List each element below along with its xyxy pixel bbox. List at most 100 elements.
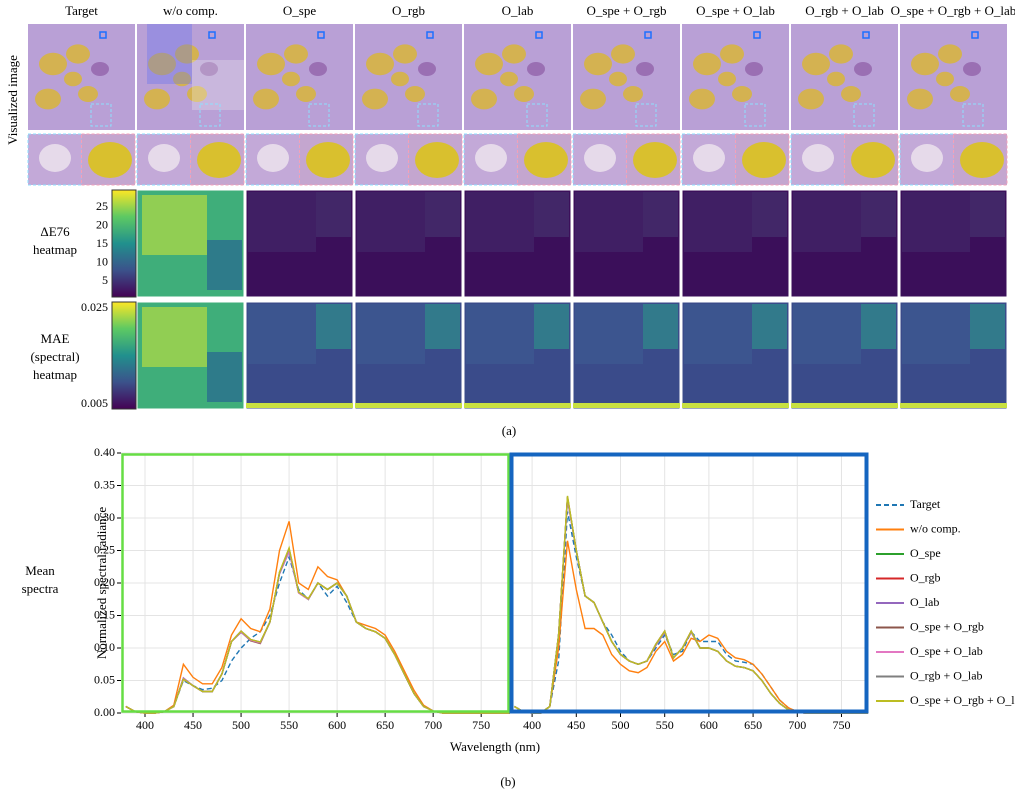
inset-box: [199, 103, 221, 127]
heatmap-edge: [573, 403, 680, 408]
image-artifact: [192, 60, 244, 110]
image-flower: [366, 52, 394, 76]
legend-label: O_spe: [910, 546, 941, 560]
image-flower: [936, 71, 954, 87]
row-label: Visualized image: [5, 55, 20, 145]
x-tick-label: 550: [656, 718, 674, 732]
x-tick-label: 450: [567, 718, 585, 732]
heatmap-edge: [791, 403, 898, 408]
legend-label: w/o comp.: [910, 521, 961, 535]
heatmap-region: [316, 304, 351, 349]
image-flower: [798, 88, 824, 110]
x-tick-label: 450: [184, 718, 202, 732]
image-flower: [39, 52, 67, 76]
zoom-blob: [742, 142, 786, 178]
image-flower: [200, 62, 218, 76]
zoom-blob: [911, 144, 943, 172]
heatmap-region: [466, 304, 534, 364]
image-flower: [91, 62, 109, 76]
image-flower: [282, 71, 300, 87]
heatmap-region: [575, 192, 643, 252]
inset-box: [853, 103, 875, 127]
y-tick-label: 0.05: [94, 672, 115, 686]
colorbar: [111, 189, 137, 298]
image-flower: [963, 62, 981, 76]
image-flower: [689, 88, 715, 110]
image-flower: [611, 44, 635, 64]
x-tick-label: 650: [744, 718, 762, 732]
colorbar-tick: 25: [96, 199, 108, 213]
column-header: O_rgb: [392, 3, 425, 18]
image-flower: [609, 71, 627, 87]
heatmap-region: [248, 192, 316, 252]
colorbar-tick: 10: [96, 254, 108, 268]
inset-box: [862, 31, 870, 39]
image-flower: [745, 62, 763, 76]
zoom-blob: [148, 144, 180, 172]
inset-box: [308, 103, 330, 127]
heatmap-edge: [355, 403, 462, 408]
inset-box: [744, 103, 766, 127]
image-flower: [732, 86, 752, 102]
y-axis-label: Normalized spectral radiance: [94, 507, 109, 660]
row-label: MAE: [41, 331, 70, 346]
y-tick-label: 0.35: [94, 477, 115, 491]
image-flower: [78, 86, 98, 102]
x-tick-label: 600: [328, 718, 346, 732]
image-flower: [66, 44, 90, 64]
image-flower: [827, 71, 845, 87]
x-tick-label: 550: [280, 718, 298, 732]
image-flower: [636, 62, 654, 76]
x-axis-label: Wavelength (nm): [450, 739, 540, 754]
legend-label: Target: [910, 497, 941, 511]
heatmap-edge: [900, 403, 1007, 408]
image-flower: [35, 88, 61, 110]
row-label: Mean: [25, 563, 55, 578]
heatmap-region: [684, 192, 752, 252]
inset-box: [90, 103, 112, 127]
heatmap-region: [357, 192, 425, 252]
legend-label: O_spe + O_lab: [910, 644, 983, 658]
image-flower: [938, 44, 962, 64]
image-flower: [502, 44, 526, 64]
heatmap-region: [643, 192, 678, 237]
heatmap-edge: [682, 403, 789, 408]
image-flower: [854, 62, 872, 76]
image-flower: [362, 88, 388, 110]
image-flower: [623, 86, 643, 102]
row-label: heatmap: [33, 367, 77, 382]
image-flower: [144, 88, 170, 110]
inset-box: [417, 103, 439, 127]
row-label: ΔE76: [40, 224, 70, 239]
heatmap-region: [861, 192, 896, 237]
zoom-blob: [415, 142, 459, 178]
colorbar: [111, 301, 137, 410]
zoom-blob: [802, 144, 834, 172]
image-flower: [173, 71, 191, 87]
legend-label: O_rgb: [910, 570, 940, 584]
heatmap-region: [534, 192, 569, 237]
heatmap-region: [425, 192, 460, 237]
image-flower: [584, 52, 612, 76]
heatmap-region: [142, 195, 207, 255]
heatmap-region: [425, 304, 460, 349]
y-tick-label: 0.30: [94, 510, 115, 524]
inset-box: [317, 31, 325, 39]
image-flower: [284, 44, 308, 64]
row-label: heatmap: [33, 242, 77, 257]
y-tick-label: 0.10: [94, 640, 115, 654]
image-flower: [391, 71, 409, 87]
image-flower: [148, 52, 176, 76]
row-label: (spectral): [30, 349, 79, 364]
x-tick-label: 700: [424, 718, 442, 732]
zoom-blob: [584, 144, 616, 172]
image-flower: [841, 86, 861, 102]
inset-box: [971, 31, 979, 39]
image-flower: [693, 52, 721, 76]
column-header: O_spe + O_rgb + O_lab: [891, 3, 1015, 18]
caption: (b): [500, 774, 515, 789]
column-header: O_lab: [502, 3, 534, 18]
heatmap-edge: [246, 403, 353, 408]
y-tick-label: 0.20: [94, 575, 115, 589]
inset-box: [753, 31, 761, 39]
